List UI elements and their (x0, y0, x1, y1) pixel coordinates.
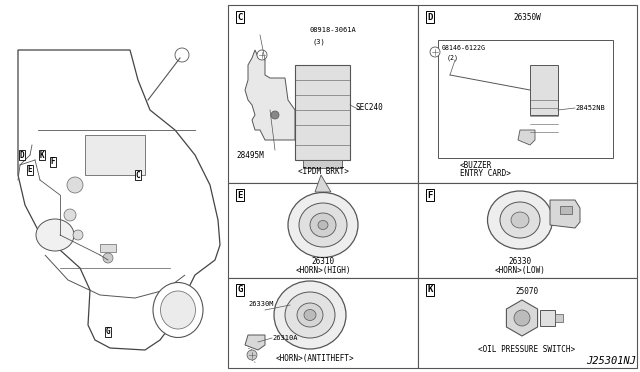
Ellipse shape (304, 310, 316, 321)
Circle shape (67, 177, 83, 193)
Text: 26310: 26310 (312, 257, 335, 266)
Text: <HORN>(ANTITHEFT>: <HORN>(ANTITHEFT> (276, 353, 355, 362)
Circle shape (514, 310, 530, 326)
Ellipse shape (288, 192, 358, 257)
Text: F: F (428, 190, 433, 199)
Bar (100, 244, 116, 252)
Text: D: D (428, 13, 433, 22)
Circle shape (73, 230, 83, 240)
Ellipse shape (488, 191, 552, 249)
Polygon shape (18, 50, 220, 350)
Bar (555, 314, 563, 322)
Text: 26330M: 26330M (248, 301, 273, 307)
Bar (418, 5, 637, 183)
Text: K: K (428, 285, 433, 295)
Text: <HORN>(LOW): <HORN>(LOW) (495, 266, 545, 276)
Text: 26350W: 26350W (513, 13, 541, 22)
Bar (85, 135, 145, 175)
Bar (228, 278, 418, 368)
Text: 08146-6122G: 08146-6122G (442, 45, 486, 51)
Ellipse shape (297, 303, 323, 327)
Text: (3): (3) (313, 39, 326, 45)
Ellipse shape (153, 282, 203, 337)
Bar (438, 40, 613, 158)
Ellipse shape (285, 292, 335, 338)
Bar (303, 160, 342, 168)
Text: 25070: 25070 (515, 288, 539, 296)
Text: SEC240: SEC240 (355, 103, 383, 112)
Text: <BUZZER: <BUZZER (460, 160, 492, 170)
Text: K: K (40, 151, 44, 160)
Circle shape (257, 50, 267, 60)
Bar (560, 206, 572, 214)
Bar (295, 65, 350, 160)
Text: J25301NJ: J25301NJ (586, 356, 636, 366)
Text: 28495M: 28495M (236, 151, 264, 160)
Ellipse shape (36, 219, 74, 251)
Circle shape (430, 47, 440, 57)
Text: 26330: 26330 (508, 257, 532, 266)
Circle shape (103, 253, 113, 263)
Text: ENTRY CARD>: ENTRY CARD> (460, 170, 511, 179)
Text: 28452NB: 28452NB (575, 105, 605, 111)
Ellipse shape (500, 202, 540, 238)
Text: C: C (237, 13, 243, 22)
Polygon shape (550, 200, 580, 228)
Ellipse shape (318, 221, 328, 230)
Text: <OIL PRESSURE SWITCH>: <OIL PRESSURE SWITCH> (479, 346, 575, 355)
Polygon shape (245, 50, 295, 140)
Text: 26310A: 26310A (272, 335, 298, 341)
Text: E: E (28, 166, 32, 174)
Text: G: G (237, 285, 243, 295)
Ellipse shape (161, 291, 195, 329)
Text: D: D (20, 151, 24, 160)
Text: G: G (106, 327, 110, 337)
Ellipse shape (310, 213, 336, 237)
Polygon shape (518, 130, 535, 145)
Bar (228, 183, 418, 278)
Circle shape (64, 209, 76, 221)
Bar (228, 5, 418, 183)
Text: F: F (51, 157, 55, 167)
Text: E: E (237, 190, 243, 199)
Bar (530, 65, 558, 115)
Polygon shape (315, 175, 331, 192)
Text: (2): (2) (447, 55, 459, 61)
Ellipse shape (511, 212, 529, 228)
Ellipse shape (274, 281, 346, 349)
Bar (418, 278, 637, 368)
Polygon shape (506, 300, 538, 336)
Bar (418, 183, 637, 278)
Text: C: C (136, 170, 140, 180)
Polygon shape (245, 335, 265, 350)
Circle shape (247, 350, 257, 360)
Ellipse shape (299, 203, 347, 247)
Bar (540, 310, 555, 326)
Circle shape (175, 48, 189, 62)
Text: <HORN>(HIGH): <HORN>(HIGH) (295, 266, 351, 276)
Text: 08918-3061A: 08918-3061A (310, 27, 356, 33)
Circle shape (271, 111, 279, 119)
Text: <IPDM BRKT>: <IPDM BRKT> (298, 167, 348, 176)
